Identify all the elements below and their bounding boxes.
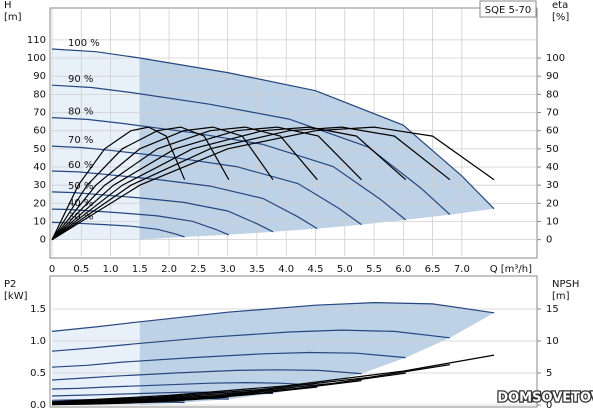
y-tick-label: 80 — [33, 89, 46, 100]
low-flow-range — [52, 49, 140, 240]
y-tick-label: 10 — [33, 216, 46, 227]
watermark: DOMSOVETOV.BY — [497, 391, 593, 406]
y2-tick-label: 60 — [546, 126, 559, 137]
secondary-curve — [51, 126, 362, 241]
y2-tick-label: 100 — [546, 53, 565, 64]
curve-label: 60 % — [68, 160, 93, 171]
x-tick-label: 4.5 — [308, 264, 324, 275]
x-tick-label: 0.5 — [73, 264, 89, 275]
secondary-curve — [51, 399, 185, 406]
x-tick-label: 7.0 — [454, 264, 470, 275]
y-axis-label: P2 — [4, 279, 16, 290]
y2-tick-label: 0 — [546, 400, 552, 411]
y2-axis-label: [%] — [552, 12, 569, 23]
y-tick-label: 1.0 — [30, 336, 46, 347]
y2-tick-label: 0 — [546, 235, 552, 246]
y2-tick-label: 70 — [546, 108, 559, 119]
y-tick-label: 40 — [33, 162, 46, 173]
y2-tick-label: 10 — [546, 336, 559, 347]
x-axis-label: Q [m³/h] — [490, 264, 532, 275]
curve-label: 90 % — [68, 74, 93, 85]
y2-tick-label: 10 — [546, 216, 559, 227]
y-tick-label: 30 — [33, 180, 46, 191]
y2-tick-label: 5 — [546, 368, 552, 379]
curve-label: 100 % — [68, 38, 100, 49]
curve — [51, 208, 230, 236]
y-tick-label: 0.0 — [30, 400, 46, 411]
y2-tick-label: 40 — [546, 162, 559, 173]
x-tick-label: 5.5 — [366, 264, 382, 275]
y-tick-label: 1.5 — [30, 304, 46, 315]
secondary-curve — [51, 364, 450, 403]
y2-tick-label: 15 — [546, 304, 559, 315]
secondary-curve — [51, 386, 318, 405]
y-axis-label: [m] — [4, 12, 22, 23]
curve — [51, 117, 407, 221]
x-tick-label: 6.5 — [425, 264, 441, 275]
y2-tick-label: 50 — [546, 144, 559, 155]
y-tick-label: 110 — [27, 35, 46, 46]
y-tick-label: 50 — [33, 144, 46, 155]
curve — [51, 221, 185, 238]
curve-label: 50 % — [68, 181, 93, 192]
model-label: SQE 5-70 — [485, 5, 531, 16]
secondary-curve — [51, 126, 186, 240]
y-tick-label: 0 — [40, 235, 46, 246]
curve — [51, 369, 362, 381]
curve — [51, 381, 318, 390]
curve — [51, 191, 274, 233]
secondary-curve — [51, 380, 362, 404]
x-tick-label: 6.0 — [395, 264, 411, 275]
model-label-box — [479, 0, 537, 18]
x-tick-label: 2.0 — [161, 264, 177, 275]
y-tick-label: 20 — [33, 198, 46, 209]
secondary-curve — [51, 354, 495, 403]
y-tick-label: 60 — [33, 126, 46, 137]
y2-tick-label: 20 — [546, 198, 559, 209]
x-tick-label: 1.0 — [103, 264, 119, 275]
secondary-curve — [51, 126, 407, 241]
y2-axis-label: eta — [552, 0, 568, 11]
operating-range — [139, 302, 495, 405]
secondary-curve — [51, 126, 274, 241]
y-tick-label: 70 — [33, 108, 46, 119]
x-tick-label: 1.5 — [132, 264, 148, 275]
y2-tick-label: 30 — [546, 180, 559, 191]
y-axis-label: H — [4, 0, 12, 11]
x-tick-label: 0 — [49, 264, 55, 275]
x-tick-label: 2.5 — [190, 264, 206, 275]
x-tick-label: 3.0 — [220, 264, 236, 275]
curve-label: 70 % — [68, 135, 93, 146]
curve — [51, 170, 318, 230]
y2-tick-label: 90 — [546, 71, 559, 82]
low-flow-range — [52, 321, 140, 405]
x-tick-label: 3.5 — [249, 264, 265, 275]
curve — [51, 391, 274, 397]
curve-label: 80 % — [68, 107, 93, 118]
y2-axis-label: [m] — [552, 291, 570, 302]
secondary-curve — [51, 126, 451, 241]
y-tick-label: 0.5 — [30, 368, 46, 379]
secondary-curve — [51, 126, 318, 241]
y-tick-label: 90 — [33, 71, 46, 82]
secondary-curve — [51, 372, 406, 404]
y-axis-label: [kW] — [4, 291, 28, 302]
secondary-curve — [51, 126, 230, 241]
curve — [51, 145, 362, 226]
curve — [51, 329, 450, 352]
x-tick-label: 5.0 — [337, 264, 353, 275]
y2-axis-label: NPSH — [552, 279, 579, 290]
y-tick-label: 100 — [27, 53, 46, 64]
curve — [51, 301, 495, 332]
x-tick-label: 4.0 — [278, 264, 294, 275]
secondary-curve — [51, 126, 495, 241]
y2-tick-label: 80 — [546, 89, 559, 100]
curve — [51, 351, 406, 368]
curve — [51, 84, 451, 216]
curve — [51, 48, 495, 210]
